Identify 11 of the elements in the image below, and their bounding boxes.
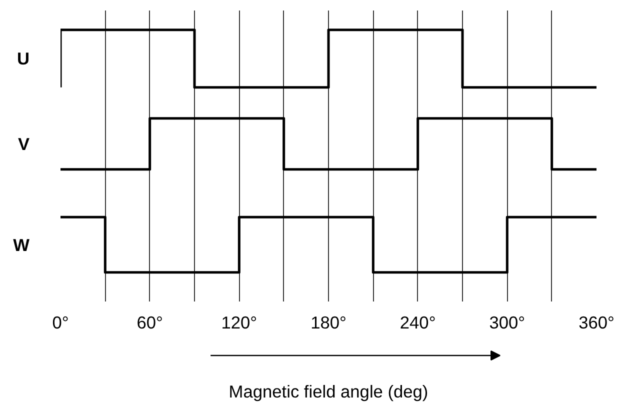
x-tick-label: 360° [578,312,614,332]
x-tick-label: 60° [136,312,163,332]
series-label: V [18,134,30,154]
x-tick-label: 0° [52,312,69,332]
x-axis-title: Magnetic field angle (deg) [228,382,428,402]
x-tick-label: 240° [400,312,436,332]
x-tick-label: 120° [221,312,258,332]
series-label: U [16,48,30,69]
x-tick-label: 180° [310,312,346,332]
text: W [13,234,30,255]
x-tick-label: 300° [489,312,526,332]
